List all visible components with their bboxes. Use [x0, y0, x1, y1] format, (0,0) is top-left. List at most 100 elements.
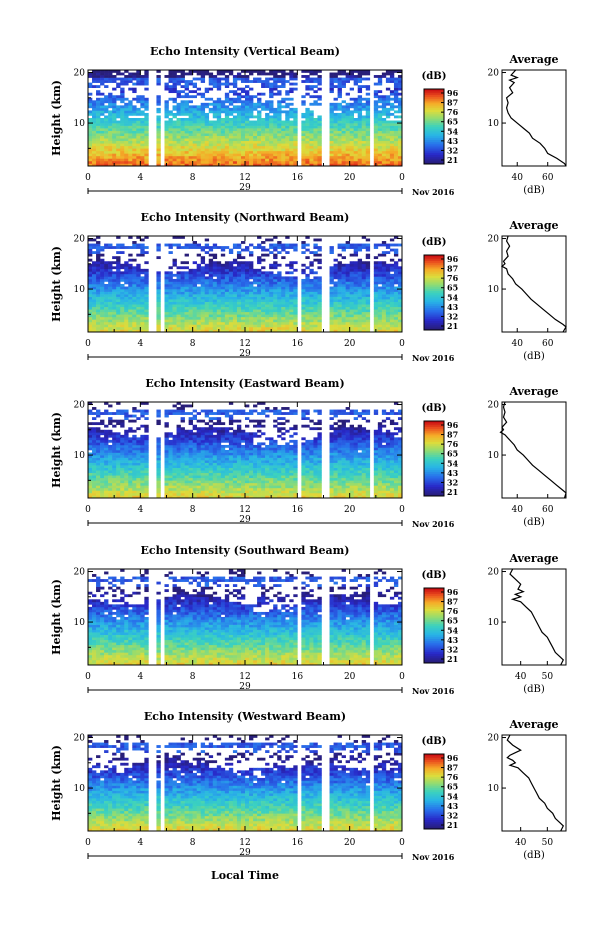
heatmap-cell	[253, 153, 257, 156]
heatmap-cell	[104, 274, 108, 277]
heatmap-cell	[124, 430, 128, 433]
heatmap-cell	[164, 103, 168, 106]
heatmap-cell	[245, 276, 249, 279]
heatmap-cell	[100, 78, 104, 81]
heatmap-cell	[269, 276, 273, 279]
heatmap-cell	[132, 83, 136, 86]
heatmap-cell	[116, 269, 120, 272]
heatmap-cell	[124, 437, 128, 440]
heatmap-cell	[366, 249, 370, 252]
heatmap-cell	[92, 314, 96, 317]
heatmap-cell	[193, 115, 197, 118]
heatmap-cell	[350, 281, 354, 284]
heatmap-cell	[289, 126, 293, 129]
heatmap-cell	[257, 105, 261, 108]
heatmap-cell	[305, 276, 309, 279]
heatmap-cell	[189, 269, 193, 272]
heatmap-cell	[124, 138, 128, 141]
heatmap-cell	[100, 93, 104, 96]
heatmap-cell	[257, 110, 261, 113]
heatmap-cell	[233, 259, 237, 262]
heatmap-cell	[378, 83, 382, 86]
heatmap-cell	[390, 284, 394, 287]
heatmap-cell	[173, 83, 177, 86]
heatmap-cell	[382, 131, 386, 134]
heatmap-cell	[265, 103, 269, 106]
heatmap-cell	[289, 146, 293, 149]
heatmap-cell	[92, 324, 96, 327]
heatmap-cell	[181, 113, 185, 116]
heatmap-cell	[313, 143, 317, 146]
heatmap-cell	[108, 287, 112, 290]
heatmap-cell	[193, 322, 197, 325]
heatmap-cell	[108, 445, 112, 448]
heatmap-cell	[213, 128, 217, 131]
heatmap-cell	[136, 100, 140, 103]
heatmap-cell	[241, 121, 245, 124]
heatmap-cell	[273, 146, 277, 149]
heatmap-cell	[245, 281, 249, 284]
heatmap-cell	[104, 143, 108, 146]
heatmap-cell	[181, 271, 185, 274]
heatmap-cell	[92, 440, 96, 443]
colorbar-tick-label: 21	[447, 321, 458, 331]
heatmap-cell	[265, 271, 269, 274]
heatmap-cell	[100, 470, 104, 473]
heatmap-cell	[241, 264, 245, 267]
heatmap-cell	[112, 309, 116, 312]
heatmap-cell	[281, 110, 285, 113]
heatmap-cell	[253, 148, 257, 151]
heatmap-cell	[378, 314, 382, 317]
heatmap-cell	[140, 279, 144, 282]
heatmap-cell	[112, 246, 116, 249]
heatmap-cell	[108, 156, 112, 159]
heatmap-cell	[209, 292, 213, 295]
heatmap-cell	[225, 108, 229, 111]
heatmap-cell	[366, 133, 370, 136]
heatmap-cell	[100, 100, 104, 103]
day-label: 29	[239, 349, 251, 359]
average-title: Average	[508, 219, 558, 232]
heatmap-cell	[116, 85, 120, 88]
heatmap-cell	[96, 118, 100, 121]
heatmap-cell	[164, 110, 168, 113]
heatmap-cell	[378, 156, 382, 159]
heatmap-cell	[241, 110, 245, 113]
heatmap-cell	[197, 153, 201, 156]
heatmap-cell	[281, 148, 285, 151]
heatmap-cell	[209, 284, 213, 287]
heatmap-cell	[100, 309, 104, 312]
heatmap-cell	[330, 105, 334, 108]
heatmap-cell	[189, 299, 193, 302]
heatmap-cell	[144, 287, 148, 290]
heatmap-cell	[96, 121, 100, 124]
heatmap-cell	[205, 304, 209, 307]
heatmap-cell	[193, 131, 197, 134]
heatmap-cell	[193, 314, 197, 317]
heatmap-cell	[136, 274, 140, 277]
heatmap-cell	[144, 470, 148, 473]
heatmap-cell	[189, 121, 193, 124]
heatmap-cell	[281, 244, 285, 247]
heatmap-cell	[394, 148, 398, 151]
heatmap-cell	[346, 138, 350, 141]
heatmap-cell	[213, 294, 217, 297]
heatmap-cell	[209, 138, 213, 141]
heatmap-cell	[229, 269, 233, 272]
heatmap-cell	[350, 141, 354, 144]
heatmap-cell	[132, 294, 136, 297]
heatmap-cell	[100, 143, 104, 146]
heatmap-cell	[173, 115, 177, 118]
heatmap-cell	[197, 287, 201, 290]
heatmap-cell	[358, 121, 362, 124]
heatmap-cell	[378, 133, 382, 136]
heatmap-cell	[100, 430, 104, 433]
heatmap-cell	[257, 153, 261, 156]
heatmap-cell	[144, 118, 148, 121]
heatmap-cell	[116, 108, 120, 111]
heatmap-cell	[136, 113, 140, 116]
heatmap-cell	[269, 151, 273, 154]
heatmap-cell	[193, 241, 197, 244]
heatmap-cell	[140, 468, 144, 471]
heatmap-cell	[237, 304, 241, 307]
